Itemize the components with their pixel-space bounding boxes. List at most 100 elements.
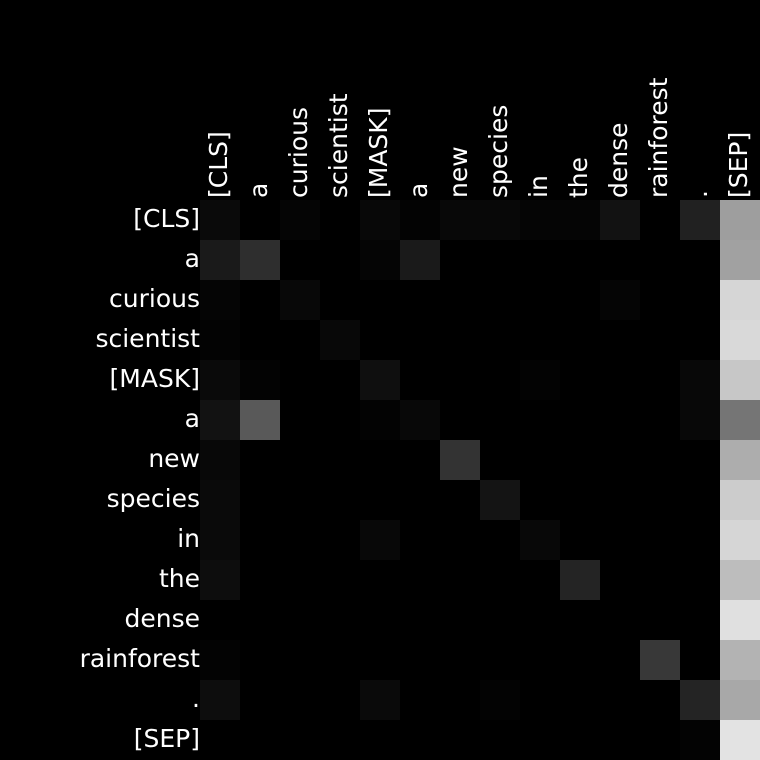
heatmap-cell-10-1 [240, 600, 280, 640]
heatmap-cell-4-1 [240, 360, 280, 400]
x-tick-label: . [684, 190, 713, 198]
heatmap-cell-0-3 [320, 200, 360, 240]
heatmap-cell-3-9 [560, 320, 600, 360]
x-tick-label: [CLS] [204, 131, 233, 198]
heatmap-cell-5-8 [520, 400, 560, 440]
heatmap-cell-3-10 [600, 320, 640, 360]
heatmap-cell-11-6 [440, 640, 480, 680]
heatmap-cell-2-6 [440, 280, 480, 320]
x-tick-label: species [484, 105, 513, 198]
heatmap-cell-1-7 [480, 240, 520, 280]
heatmap-cell-4-3 [320, 360, 360, 400]
heatmap-cell-9-5 [400, 560, 440, 600]
heatmap-cell-9-0 [200, 560, 240, 600]
heatmap-cell-4-4 [360, 360, 400, 400]
heatmap-cell-11-9 [560, 640, 600, 680]
heatmap-cell-6-3 [320, 440, 360, 480]
heatmap-cell-9-11 [640, 560, 680, 600]
heatmap-cell-1-2 [280, 240, 320, 280]
heatmap-cell-1-8 [520, 240, 560, 280]
y-tick-label: species [107, 484, 200, 513]
heatmap-cell-1-5 [400, 240, 440, 280]
heatmap-cell-11-4 [360, 640, 400, 680]
heatmap-cell-12-8 [520, 680, 560, 720]
heatmap-cell-7-0 [200, 480, 240, 520]
heatmap-cell-1-12 [680, 240, 720, 280]
y-tick-label: . [192, 684, 200, 713]
heatmap-cell-8-10 [600, 520, 640, 560]
heatmap-cell-4-10 [600, 360, 640, 400]
heatmap-cell-13-4 [360, 720, 400, 760]
heatmap-cell-9-7 [480, 560, 520, 600]
heatmap-cell-7-1 [240, 480, 280, 520]
heatmap-cell-3-6 [440, 320, 480, 360]
x-tick-label: rainforest [644, 77, 673, 198]
heatmap-cell-6-5 [400, 440, 440, 480]
heatmap-cell-2-5 [400, 280, 440, 320]
heatmap-cell-11-8 [520, 640, 560, 680]
heatmap-cell-4-11 [640, 360, 680, 400]
heatmap-cell-6-10 [600, 440, 640, 480]
heatmap-cell-9-9 [560, 560, 600, 600]
heatmap-cell-13-12 [680, 720, 720, 760]
heatmap-cell-13-9 [560, 720, 600, 760]
heatmap-cell-12-12 [680, 680, 720, 720]
heatmap-cell-8-8 [520, 520, 560, 560]
x-tick-labels: [CLS] a curious scientist [MASK] a new species i… [204, 77, 753, 198]
heatmap-cell-3-7 [480, 320, 520, 360]
heatmap-cell-2-7 [480, 280, 520, 320]
heatmap-cell-10-3 [320, 600, 360, 640]
heatmap-cell-8-5 [400, 520, 440, 560]
heatmap-cell-2-10 [600, 280, 640, 320]
heatmap-cell-2-11 [640, 280, 680, 320]
heatmap-cell-8-0 [200, 520, 240, 560]
heatmap-cell-0-11 [640, 200, 680, 240]
heatmap-cell-10-0 [200, 600, 240, 640]
heatmap-cells [200, 200, 760, 760]
heatmap-cell-2-8 [520, 280, 560, 320]
heatmap-cell-7-5 [400, 480, 440, 520]
heatmap-cell-8-12 [680, 520, 720, 560]
heatmap-cell-9-12 [680, 560, 720, 600]
heatmap-cell-7-11 [640, 480, 680, 520]
y-tick-label: rainforest [80, 644, 201, 673]
heatmap-cell-4-12 [680, 360, 720, 400]
heatmap-cell-0-13 [720, 200, 760, 240]
heatmap-cell-9-1 [240, 560, 280, 600]
heatmap-cell-0-9 [560, 200, 600, 240]
heatmap-cell-13-1 [240, 720, 280, 760]
y-tick-label: scientist [95, 324, 200, 353]
x-tick-label: a [244, 183, 273, 198]
x-tick-label: new [444, 146, 473, 198]
heatmap-cell-12-5 [400, 680, 440, 720]
heatmap-cell-12-11 [640, 680, 680, 720]
heatmap-cell-4-9 [560, 360, 600, 400]
heatmap-cell-13-2 [280, 720, 320, 760]
heatmap-cell-10-9 [560, 600, 600, 640]
heatmap-cell-7-7 [480, 480, 520, 520]
heatmap-cell-13-7 [480, 720, 520, 760]
heatmap-cell-9-2 [280, 560, 320, 600]
y-tick-label: the [159, 564, 200, 593]
heatmap-cell-8-3 [320, 520, 360, 560]
heatmap-cell-9-13 [720, 560, 760, 600]
heatmap-cell-12-6 [440, 680, 480, 720]
heatmap-cell-2-13 [720, 280, 760, 320]
heatmap-cell-5-7 [480, 400, 520, 440]
heatmap-cell-11-13 [720, 640, 760, 680]
heatmap-cell-4-5 [400, 360, 440, 400]
heatmap-cell-3-1 [240, 320, 280, 360]
heatmap-cell-1-10 [600, 240, 640, 280]
heatmap-cell-11-1 [240, 640, 280, 680]
heatmap-cell-3-2 [280, 320, 320, 360]
heatmap-cell-11-10 [600, 640, 640, 680]
heatmap-cell-1-4 [360, 240, 400, 280]
heatmap-cell-10-11 [640, 600, 680, 640]
x-tick-label: in [524, 175, 553, 198]
heatmap-cell-1-6 [440, 240, 480, 280]
heatmap-cell-2-3 [320, 280, 360, 320]
heatmap-cell-6-4 [360, 440, 400, 480]
heatmap-cell-6-0 [200, 440, 240, 480]
heatmap-cell-13-13 [720, 720, 760, 760]
